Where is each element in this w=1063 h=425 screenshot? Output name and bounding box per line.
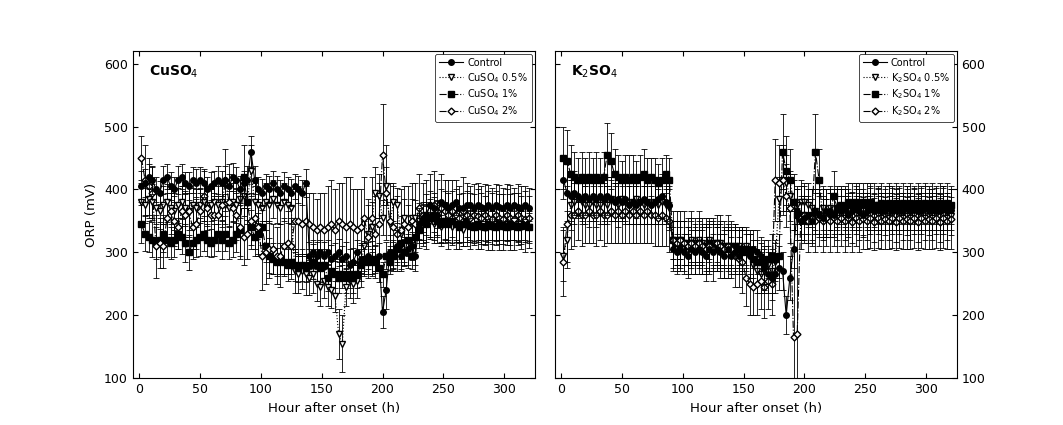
Text: CuSO$_4$: CuSO$_4$ [149, 64, 199, 80]
Text: K$_2$SO$_4$: K$_2$SO$_4$ [571, 64, 618, 80]
X-axis label: Hour after onset (h): Hour after onset (h) [690, 402, 822, 415]
X-axis label: Hour after onset (h): Hour after onset (h) [268, 402, 400, 415]
Legend: Control, K$_2$SO$_4$ 0.5%, K$_2$SO$_4$ 1%, K$_2$SO$_4$ 2%: Control, K$_2$SO$_4$ 0.5%, K$_2$SO$_4$ 1… [859, 54, 954, 122]
Y-axis label: ORP (mV): ORP (mV) [85, 183, 99, 246]
Legend: Control, CuSO$_4$ 0.5%, CuSO$_4$ 1%, CuSO$_4$ 2%: Control, CuSO$_4$ 0.5%, CuSO$_4$ 1%, CuS… [435, 54, 532, 122]
